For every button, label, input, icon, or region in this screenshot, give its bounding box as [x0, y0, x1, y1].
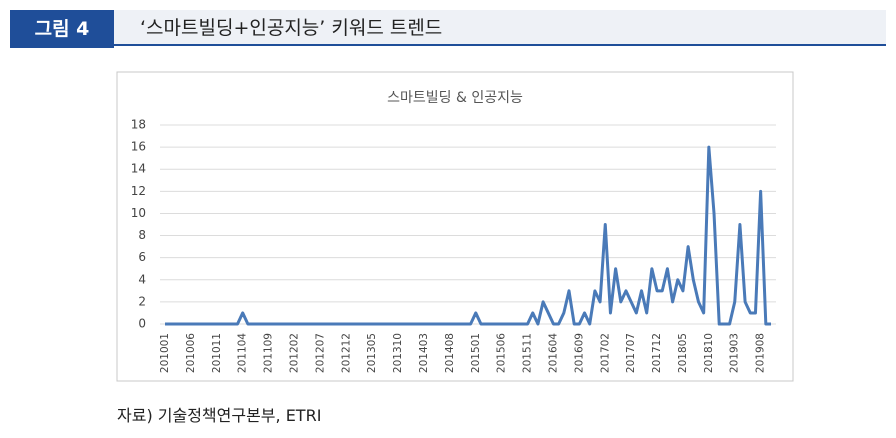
y-tick-label: 14 [131, 162, 146, 176]
y-tick-label: 18 [131, 118, 146, 132]
x-tick-label: 201511 [522, 333, 534, 373]
y-tick-label: 4 [138, 272, 146, 286]
x-tick-label: 201403 [418, 333, 430, 373]
x-tick-label: 201908 [755, 333, 767, 373]
x-tick-label: 201006 [185, 333, 197, 373]
line-series [165, 145, 771, 326]
x-tick-label: 201712 [651, 333, 663, 373]
x-tick-label: 201702 [599, 333, 611, 373]
x-tick-label: 201310 [392, 333, 404, 373]
y-tick-label: 0 [138, 317, 146, 331]
y-tick-label: 16 [131, 140, 146, 154]
x-tick-label: 201408 [444, 333, 456, 373]
x-tick-label: 201305 [366, 333, 378, 373]
x-tick-label: 201109 [263, 333, 275, 373]
x-tick-label: 201501 [470, 333, 482, 373]
y-tick-label: 8 [138, 228, 146, 242]
y-tick-label: 12 [131, 184, 146, 198]
x-tick-label: 201011 [211, 333, 223, 373]
x-tick-label: 201609 [573, 333, 585, 373]
x-tick-label: 201104 [237, 333, 249, 373]
figure-title: ‘스마트빌딩+인공지능’ 키워드 트렌드 [114, 10, 886, 46]
x-tick-label: 201903 [729, 333, 741, 373]
x-tick-label: 201810 [703, 333, 715, 373]
x-tick-label: 201805 [677, 333, 689, 373]
chart-title: 스마트빌딩 & 인공지능 [387, 90, 523, 106]
x-tick-label: 201707 [625, 333, 637, 373]
x-tick-label: 201506 [496, 333, 508, 373]
y-tick-label: 10 [131, 206, 146, 220]
y-tick-label: 6 [138, 250, 146, 264]
x-tick-label: 201001 [159, 333, 171, 373]
x-tick-label: 201604 [547, 333, 559, 373]
x-tick-label: 201212 [340, 333, 352, 373]
x-tick-label: 201202 [288, 333, 300, 373]
source: 자료) 기술정책연구본부, ETRI [117, 406, 322, 425]
figure-label: 그림 4 [10, 10, 114, 48]
y-tick-label: 2 [138, 294, 146, 308]
x-tick-label: 201207 [314, 333, 326, 373]
chart-frame [116, 71, 794, 382]
